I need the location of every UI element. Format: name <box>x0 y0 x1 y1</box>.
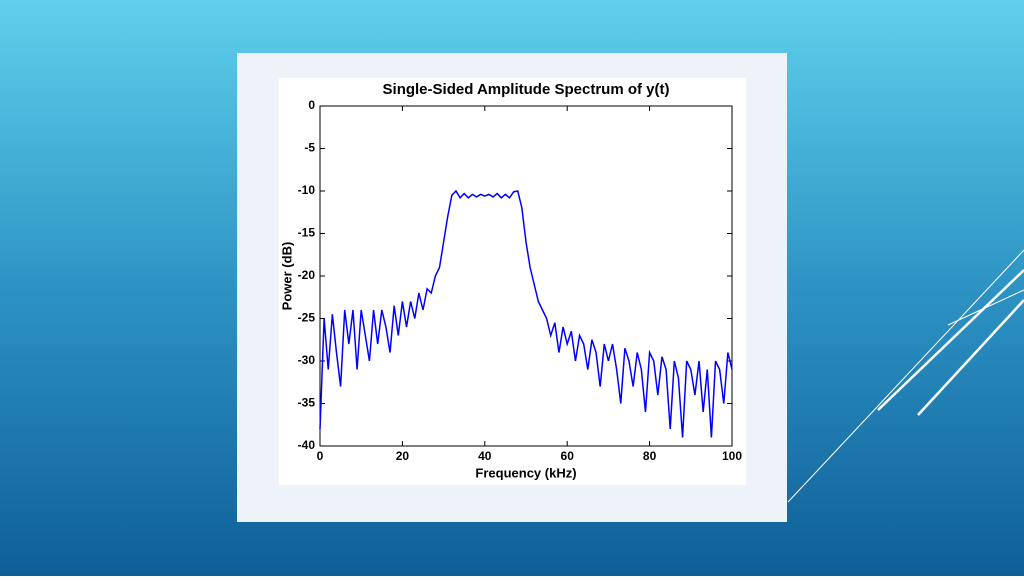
chart-area <box>279 78 746 485</box>
x-axis-label: Frequency (kHz) <box>475 465 576 480</box>
y-axis-label: Power (dB) <box>279 242 294 311</box>
y-tick-label: -30 <box>298 353 316 367</box>
y-tick-label: -25 <box>298 311 316 325</box>
decoration <box>787 249 1024 503</box>
y-tick-label: -10 <box>298 183 316 197</box>
y-tick-label: -40 <box>298 438 316 452</box>
y-tick-label: -5 <box>304 141 315 155</box>
x-tick-label: 80 <box>643 449 657 463</box>
x-tick-label: 40 <box>478 449 492 463</box>
x-tick-label: 60 <box>561 449 575 463</box>
y-tick-label: -20 <box>298 268 316 282</box>
y-tick-label: -35 <box>298 396 316 410</box>
y-tick-label: -15 <box>298 226 316 240</box>
spectrum-line <box>319 189 733 438</box>
x-tick-label: 0 <box>317 449 324 463</box>
x-tick-label: 100 <box>722 449 742 463</box>
chart-title: Single-Sided Amplitude Spectrum of y(t) <box>383 81 670 98</box>
x-tick-label: 20 <box>396 449 410 463</box>
y-tick-label: 0 <box>308 98 315 112</box>
